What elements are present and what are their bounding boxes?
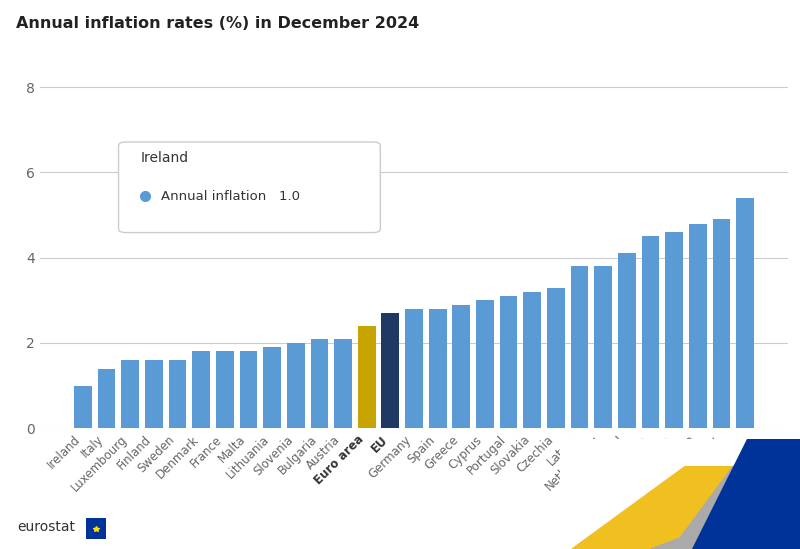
Bar — [334, 339, 352, 428]
Bar — [310, 339, 328, 428]
Bar — [98, 368, 115, 428]
Bar — [169, 360, 186, 428]
Bar — [382, 313, 399, 428]
Bar — [500, 296, 518, 428]
Bar — [689, 223, 706, 428]
Bar — [239, 351, 258, 428]
Bar — [192, 351, 210, 428]
Bar — [287, 343, 305, 428]
Bar — [429, 309, 446, 428]
Bar — [122, 360, 139, 428]
Polygon shape — [651, 467, 764, 549]
Bar — [263, 347, 281, 428]
Text: Ireland: Ireland — [141, 152, 189, 165]
Text: Annual inflation   1.0: Annual inflation 1.0 — [161, 190, 300, 203]
Text: eurostat: eurostat — [18, 519, 75, 534]
Bar — [405, 309, 423, 428]
Text: Annual inflation rates (%) in December 2024: Annual inflation rates (%) in December 2… — [16, 16, 419, 31]
Polygon shape — [572, 467, 733, 549]
Bar — [74, 385, 92, 428]
Bar — [453, 305, 470, 428]
Bar — [713, 220, 730, 428]
Bar — [547, 288, 565, 428]
Bar — [736, 198, 754, 428]
Bar — [358, 326, 375, 428]
Bar — [523, 292, 541, 428]
Bar — [570, 266, 589, 428]
Bar — [594, 266, 612, 428]
Bar — [476, 300, 494, 428]
Polygon shape — [692, 439, 800, 549]
Bar — [216, 351, 234, 428]
Bar — [145, 360, 162, 428]
FancyBboxPatch shape — [118, 142, 380, 233]
Bar — [642, 237, 659, 428]
Bar — [666, 232, 683, 428]
Bar — [618, 254, 636, 428]
